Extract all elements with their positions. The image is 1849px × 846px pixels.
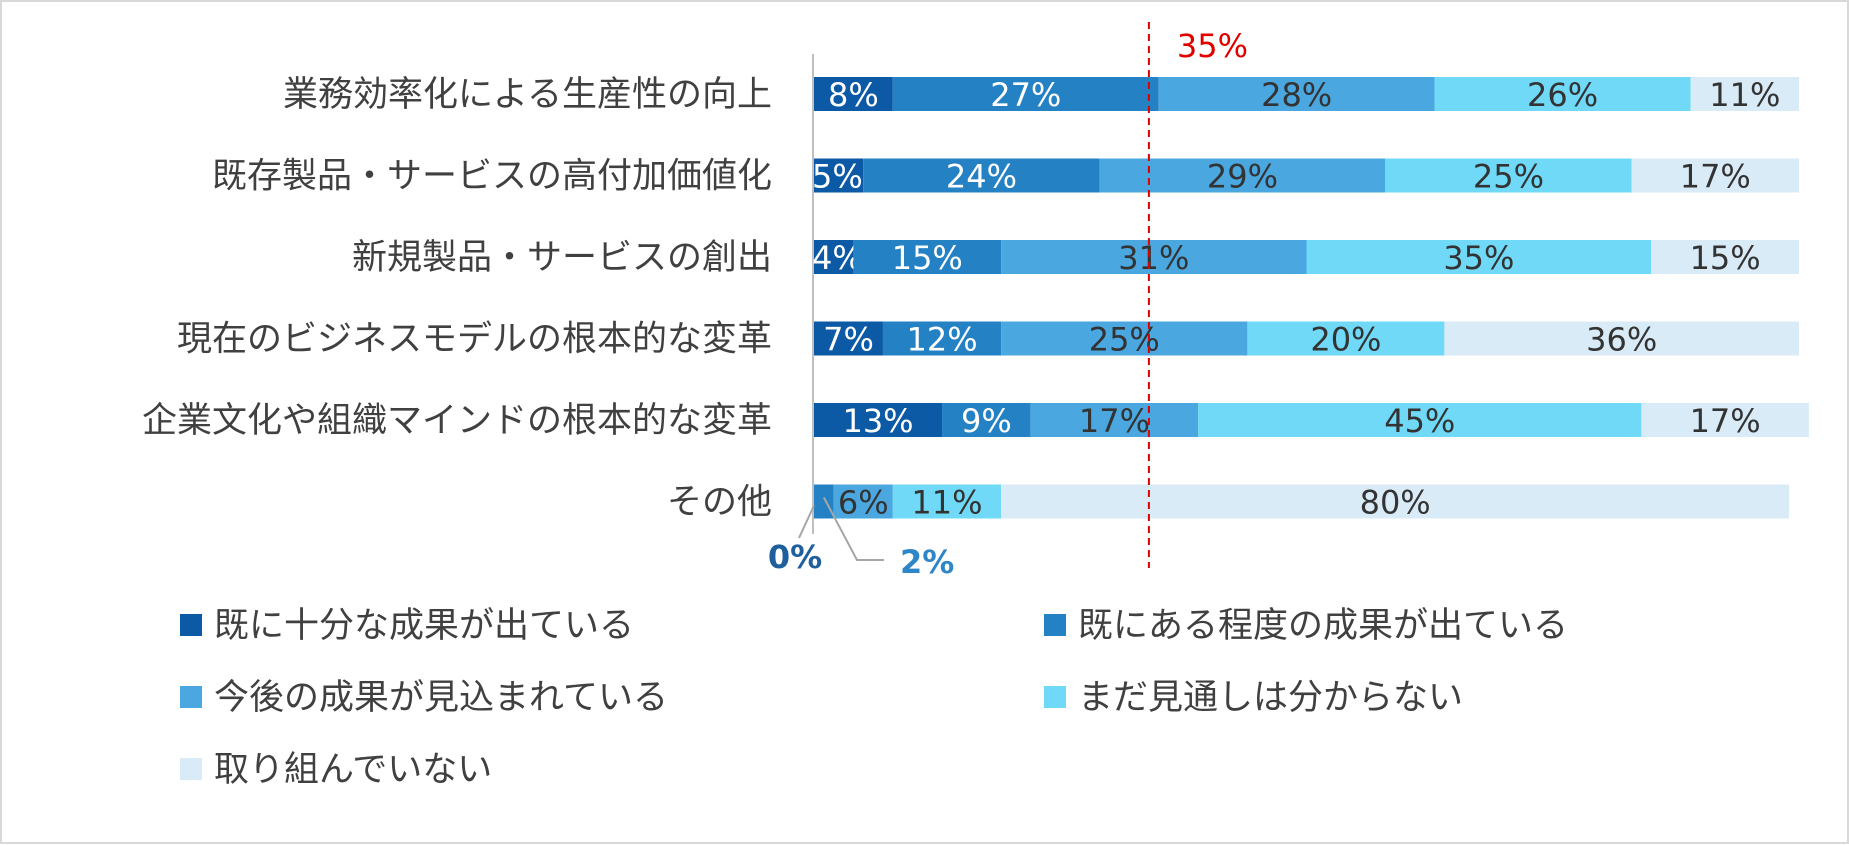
bar-segment — [1631, 158, 1799, 193]
bar-segment — [1198, 403, 1642, 437]
bar-segment — [833, 484, 893, 519]
bar-segment — [1001, 240, 1307, 274]
bar-segment — [853, 240, 1002, 274]
data-label: 25% — [1473, 158, 1544, 196]
data-label: 9% — [961, 402, 1012, 440]
reference-line-label: 35% — [1177, 27, 1248, 65]
bar-segment — [814, 77, 893, 111]
data-label: 35% — [1443, 239, 1514, 277]
legend-swatch — [180, 758, 202, 780]
data-label: 6% — [838, 484, 889, 522]
bar-segment — [1690, 77, 1799, 111]
data-label: 15% — [1690, 239, 1761, 277]
bar-segment — [1385, 158, 1632, 193]
legend-swatch — [180, 614, 202, 636]
data-label: 29% — [1207, 158, 1278, 196]
data-label: 13% — [842, 402, 913, 440]
bar-segment — [1444, 321, 1799, 356]
data-label: 20% — [1310, 321, 1381, 359]
data-label: 12% — [906, 321, 977, 359]
bar-segment — [1306, 240, 1652, 274]
category-label: 業務効率化による生産性の向上 — [283, 75, 772, 115]
data-label: 36% — [1586, 321, 1657, 359]
data-label: 27% — [990, 76, 1061, 114]
data-label: 17% — [1680, 158, 1751, 196]
bar-segment — [1641, 403, 1809, 437]
bar-segment — [882, 321, 1002, 356]
data-label: 80% — [1360, 484, 1431, 522]
data-label: 31% — [1118, 239, 1189, 277]
bar-segment — [892, 484, 1002, 519]
data-label: 28% — [1261, 76, 1332, 114]
callout-leader-line — [798, 505, 815, 539]
data-label: 5% — [812, 158, 863, 196]
bar-segment — [892, 77, 1159, 111]
bar-segment — [814, 158, 864, 193]
data-label: 26% — [1527, 76, 1598, 114]
callout-data-label: 2% — [900, 543, 954, 581]
category-label: 現在のビジネスモデルの根本的な変革 — [177, 320, 772, 360]
legend-swatch — [1044, 614, 1066, 636]
data-label: 24% — [946, 158, 1017, 196]
category-label: 既存製品・サービスの高付加価値化 — [212, 157, 772, 197]
bar-segment — [1001, 484, 1790, 519]
legend-label: 既にある程度の成果が出ている — [1078, 606, 1568, 646]
bar-segment — [1001, 321, 1248, 356]
data-label: 11% — [1709, 76, 1780, 114]
data-label: 11% — [911, 484, 982, 522]
bar-segment — [1651, 240, 1799, 274]
bar-segment — [1247, 321, 1445, 356]
bar-segment — [814, 240, 854, 274]
category-label: その他 — [667, 483, 772, 523]
bar-segment — [814, 403, 943, 437]
data-label: 17% — [1079, 402, 1150, 440]
data-label: 7% — [823, 321, 874, 359]
legend-label: まだ見通しは分からない — [1078, 678, 1463, 718]
legend-label: 今後の成果が見込まれている — [214, 678, 668, 718]
bar-segment — [1434, 77, 1691, 111]
legend-label: 既に十分な成果が出ている — [214, 606, 634, 646]
legend-label: 取り組んでいない — [214, 750, 492, 790]
data-label: 15% — [892, 239, 963, 277]
bar-segment — [1030, 403, 1199, 437]
category-label: 企業文化や組織マインドの根本的な変革 — [142, 401, 772, 441]
bar-segment — [1158, 77, 1435, 111]
callout-data-label: 0% — [768, 538, 822, 576]
bar-segment — [1099, 158, 1386, 193]
callout-leader-line — [822, 497, 884, 561]
bar-segment — [814, 484, 834, 519]
legend-swatch — [180, 686, 202, 708]
data-label: 17% — [1690, 402, 1761, 440]
category-label: 新規製品・サービスの創出 — [352, 238, 772, 278]
legend-swatch — [1044, 686, 1066, 708]
bar-segment — [863, 158, 1100, 193]
bar-segment — [942, 403, 1031, 437]
data-label: 45% — [1384, 402, 1455, 440]
bar-segment — [814, 321, 883, 356]
data-label: 8% — [828, 76, 879, 114]
